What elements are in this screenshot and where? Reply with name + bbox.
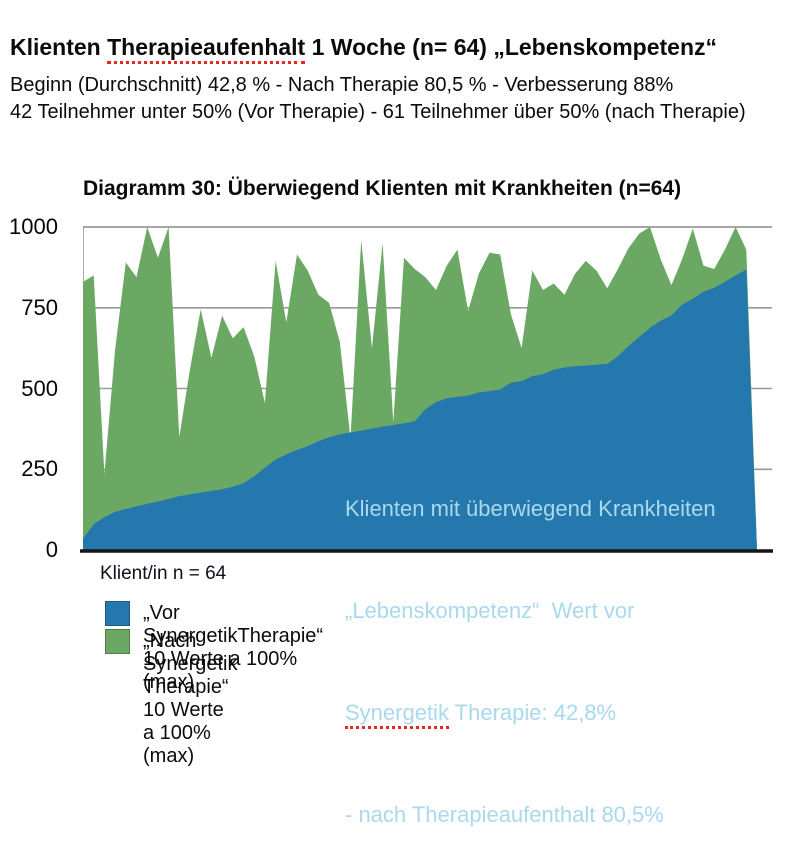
annotation-misspelled-word: Synergetik bbox=[345, 700, 449, 729]
annotation-line-4: - nach Therapieaufenthalt 80,5% bbox=[345, 802, 664, 827]
legend-swatch-nach bbox=[105, 629, 130, 654]
y-axis-label: 250 bbox=[21, 456, 58, 482]
page-title-suffix: 1 Woche (n= 64) „Lebenskompetenz“ bbox=[305, 34, 717, 60]
annotation-line-3: Synergetik Therapie: 42,8% bbox=[345, 696, 716, 730]
page: { "header": { "title_prefix": "Klienten … bbox=[9, 34, 773, 827]
annotation-line-3-rest: Therapie: 42,8% bbox=[448, 700, 617, 725]
page-title-prefix: Klienten bbox=[10, 34, 108, 60]
annotation-line-2: „Lebenskompetenz“ Wert vor bbox=[345, 598, 635, 623]
x-axis-caption: Klient/in n = 64 bbox=[100, 563, 227, 584]
area-chart-plot bbox=[80, 226, 773, 553]
annotation-line-1: Klienten mit überwiegend Krankheiten bbox=[345, 496, 716, 521]
subtitle-averages: Beginn (Durchschnitt) 42,8 % - Nach Ther… bbox=[10, 74, 674, 96]
y-axis-label: 1000 bbox=[9, 214, 58, 239]
page-title: Klienten Therapieaufenhalt 1 Woche (n= 6… bbox=[10, 34, 717, 64]
y-axis-label: 750 bbox=[21, 294, 58, 320]
y-axis-label: 0 bbox=[45, 537, 58, 562]
y-axis-label: 500 bbox=[21, 375, 58, 401]
legend-label-vor: „Vor SynergetikTherapie“ 10 Werte a 100%… bbox=[143, 602, 329, 693]
subtitle-participants: 42 Teilnehmer unter 50% (Vor Therapie) -… bbox=[10, 101, 746, 123]
page-title-misspelled-word: Therapieaufenhalt bbox=[107, 34, 306, 64]
chart-title: Diagramm 30: Überwiegend Klienten mit Kr… bbox=[83, 177, 682, 200]
chart-annotation: Klienten mit überwiegend Krankheiten „Le… bbox=[345, 424, 716, 866]
legend-swatch-vor bbox=[105, 601, 130, 626]
